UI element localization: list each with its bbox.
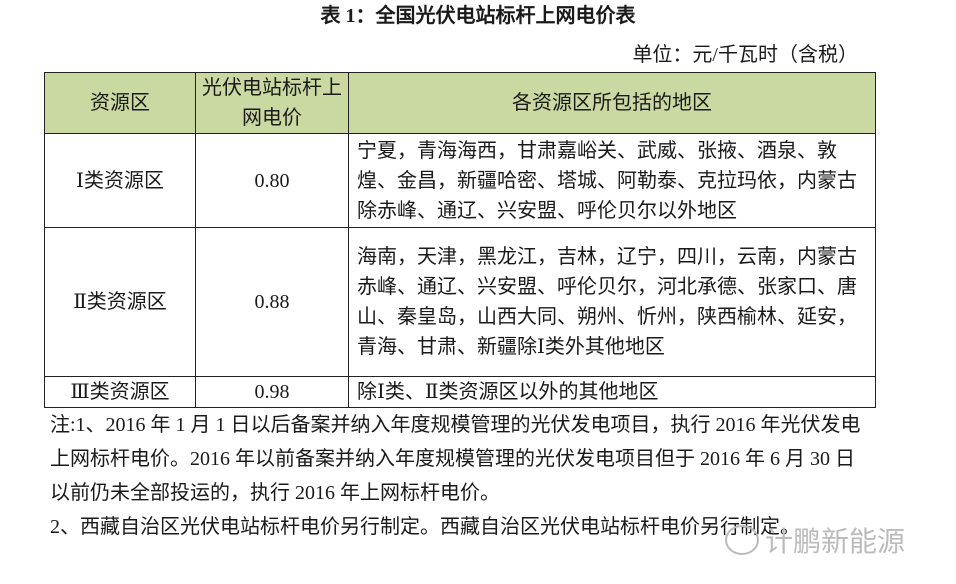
price-cell: 0.88 <box>195 227 349 377</box>
wechat-icon <box>725 525 759 555</box>
regions-cell: 海南，天津，黑龙江，吉林，辽宁，四川，云南，内蒙古赤峰、通辽、兴安盟、呼伦贝尔，… <box>348 227 876 377</box>
regions-cell: 宁夏，青海海西，甘肃嘉峪关、武威、张掖、酒泉、敦煌、金昌，新疆哈密、塔城、阿勒泰… <box>348 133 876 228</box>
table-header-row: 资源区 光伏电站标杆上网电价 各资源区所包括的地区 <box>44 72 876 134</box>
price-table: 资源区 光伏电站标杆上网电价 各资源区所包括的地区 Ⅰ类资源区 0.80 宁夏，… <box>44 72 876 408</box>
zone-cell: Ⅲ类资源区 <box>44 376 196 408</box>
header-regions: 各资源区所包括的地区 <box>348 72 876 134</box>
table-title: 表 1：全国光伏电站标杆上网电价表 <box>320 5 636 27</box>
notes: 注:1、2016 年 1 月 1 日以后备案并纳入年度规模管理的光伏发电项目，执… <box>50 408 870 544</box>
zone-cell: Ⅱ类资源区 <box>44 227 196 377</box>
header-price: 光伏电站标杆上网电价 <box>195 72 349 134</box>
watermark: 计鹏新能源 <box>725 520 905 560</box>
regions-cell: 除Ⅰ类、Ⅱ类资源区以外的其他地区 <box>348 376 876 408</box>
zone-cell: Ⅰ类资源区 <box>44 133 196 228</box>
watermark-text: 计鹏新能源 <box>765 525 906 558</box>
note-2: 2、西藏自治区光伏电站标杆电价另行制定。西藏自治区光伏电站标杆电价另行制定。 <box>50 516 800 538</box>
table-row: Ⅰ类资源区 0.80 宁夏，青海海西，甘肃嘉峪关、武威、张掖、酒泉、敦煌、金昌，… <box>44 133 876 228</box>
table-row: Ⅲ类资源区 0.98 除Ⅰ类、Ⅱ类资源区以外的其他地区 <box>44 376 876 408</box>
price-cell: 0.98 <box>195 376 349 408</box>
unit-label: 单位：元/千瓦时（含税） <box>632 44 858 66</box>
header-zone: 资源区 <box>44 72 196 134</box>
table-row: Ⅱ类资源区 0.88 海南，天津，黑龙江，吉林，辽宁，四川，云南，内蒙古赤峰、通… <box>44 227 876 377</box>
price-cell: 0.80 <box>195 133 349 228</box>
note-1: 注:1、2016 年 1 月 1 日以后备案并纳入年度规模管理的光伏发电项目，执… <box>50 414 861 504</box>
